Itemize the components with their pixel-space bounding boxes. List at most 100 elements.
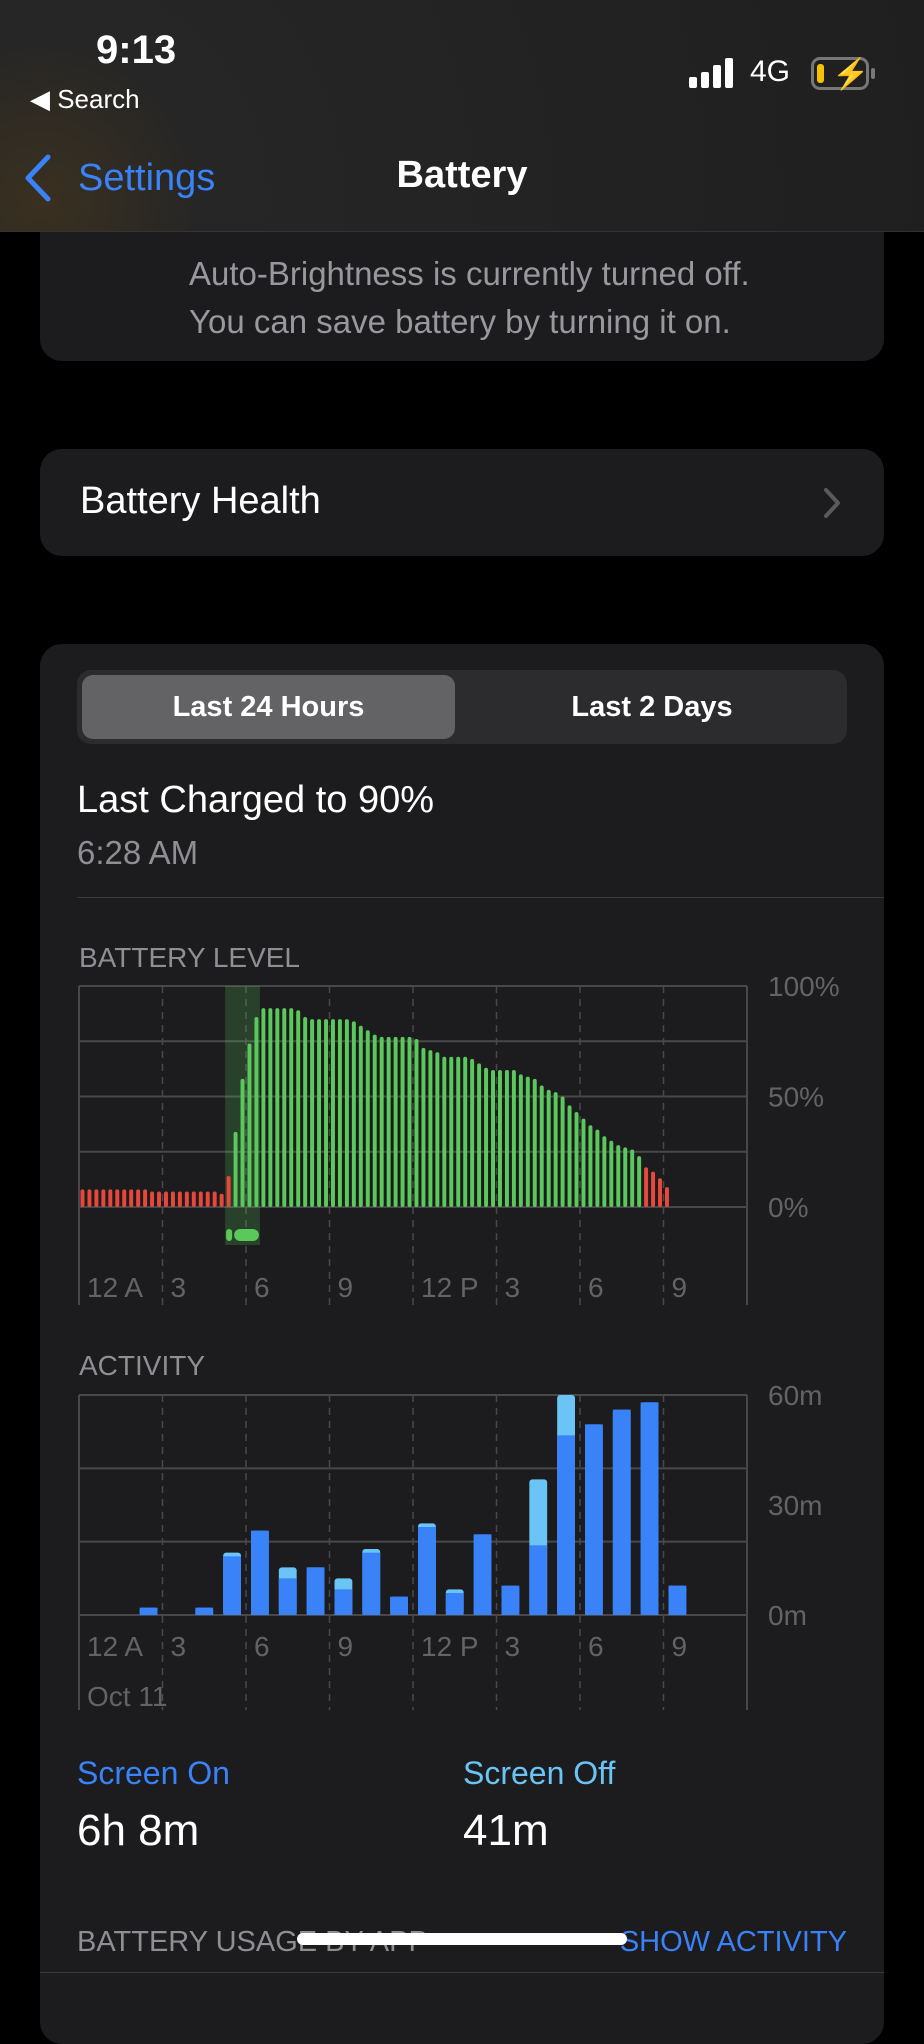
charging-indicator [226, 1229, 233, 1241]
battery-x-tick-label: 9 [338, 1272, 354, 1303]
battery-level-bar [630, 1149, 635, 1207]
battery-level-bar [595, 1129, 600, 1207]
screen-on-bar [251, 1530, 269, 1615]
screen-on-bar [557, 1435, 575, 1615]
screen-on-bar [195, 1607, 214, 1615]
screen-on-bar [306, 1567, 325, 1615]
segment-last-2-days[interactable]: Last 2 Days [571, 691, 733, 723]
battery-level-bar [665, 1187, 669, 1207]
battery-level-bar [198, 1191, 203, 1207]
battery-level-bar [477, 1063, 482, 1207]
battery-level-bar [115, 1189, 120, 1207]
battery-level-bar [94, 1189, 99, 1207]
battery-level-bar [351, 1021, 356, 1207]
battery-level-bar [581, 1118, 586, 1207]
battery-level-bar [560, 1096, 565, 1207]
screen-on-bar [223, 1556, 241, 1615]
battery-level-bar [567, 1105, 572, 1207]
act-x-tick-label: 3 [505, 1631, 521, 1662]
battery-level-bar [498, 1069, 502, 1207]
battery-level-bar [449, 1056, 454, 1207]
screen-on-bar [390, 1596, 408, 1615]
battery-level-bar [588, 1125, 593, 1207]
act-x-tick-label: 3 [171, 1631, 187, 1662]
battery-level-bar [435, 1052, 440, 1207]
battery-level-bar [289, 1008, 294, 1207]
screen-on-bar [418, 1527, 436, 1615]
battery-level-bar [247, 1043, 252, 1207]
battery-level-bar [344, 1019, 349, 1207]
screen-on-bar [278, 1578, 297, 1615]
battery-level-bar [574, 1111, 579, 1207]
battery-level-bar [358, 1025, 363, 1207]
battery-level-bar [324, 1019, 328, 1207]
chevron-left-icon [25, 154, 51, 202]
screen-on-bar [334, 1589, 353, 1615]
divider [77, 897, 884, 898]
battery-level-bar [226, 1176, 231, 1207]
battery-level-bar [317, 1019, 322, 1207]
screen-on-bar [668, 1585, 687, 1615]
battery-usage-card [40, 644, 884, 2044]
act-x-tick-label: 6 [254, 1631, 270, 1662]
battery-level-bar [365, 1030, 370, 1207]
act-y-tick-label: 30m [768, 1490, 822, 1521]
battery-level-bar [421, 1047, 426, 1207]
battery-level-bar [504, 1069, 509, 1207]
battery-level-bar [254, 1016, 259, 1207]
home-indicator[interactable] [297, 1933, 627, 1945]
last-charged-title: Last Charged to 90% [77, 779, 435, 821]
battery-level-bar [651, 1171, 656, 1207]
screen-off-value: 41m [463, 1806, 549, 1855]
battery-level-bar [393, 1036, 398, 1207]
battery-level-bar [442, 1056, 447, 1207]
time-range-segmented-control: Last 24 Hours Last 2 Days [77, 670, 847, 744]
battery-level-bar [546, 1089, 551, 1207]
battery-level-bar [205, 1191, 210, 1207]
bolt-icon: ⚡ [832, 58, 870, 91]
battery-level-bar [87, 1189, 92, 1207]
screen-on-bar [445, 1593, 464, 1615]
battery-x-tick-label: 3 [505, 1272, 521, 1303]
battery-level-bar [212, 1191, 217, 1207]
navigation-bar [0, 0, 924, 232]
battery-level-bar [261, 1008, 266, 1207]
battery-level-bar [101, 1189, 106, 1207]
battery-level-bar [511, 1069, 516, 1207]
battery-y-tick-label: 0% [768, 1192, 808, 1223]
page-title: Battery [396, 154, 528, 196]
screen-on-label: Screen On [77, 1755, 230, 1791]
show-activity-button[interactable]: SHOW ACTIVITY [619, 1926, 847, 1958]
battery-level-bar [268, 1008, 273, 1207]
battery-x-tick-label: 9 [672, 1272, 688, 1303]
battery-level-bar [518, 1074, 523, 1207]
screen-on-bar [362, 1552, 381, 1615]
battery-level-bar [331, 1019, 335, 1207]
screen-on-value: 6h 8m [77, 1806, 200, 1855]
battery-health-row[interactable]: Battery Health [40, 449, 884, 556]
battery-level-bar [491, 1069, 495, 1207]
act-y-tick-label: 60m [768, 1380, 822, 1411]
battery-level-bar [602, 1136, 607, 1207]
divider [40, 1972, 884, 1973]
battery-y-tick-label: 50% [768, 1082, 824, 1113]
battery-level-bar [428, 1050, 433, 1207]
battery-level-bar [637, 1156, 642, 1207]
back-settings-button[interactable]: Settings [20, 152, 215, 204]
act-x-tick-label: 12 P [421, 1631, 479, 1662]
battery-x-tick-label: 6 [254, 1272, 270, 1303]
battery-level-bar [310, 1019, 315, 1207]
segment-selection [82, 675, 455, 739]
act-x-tick-label: 9 [672, 1631, 688, 1662]
screen-on-bar [612, 1409, 631, 1615]
segment-last-24-hours[interactable]: Last 24 Hours [172, 691, 365, 723]
battery-level-bar [136, 1189, 141, 1207]
battery-level-bar [170, 1191, 175, 1207]
battery-level-bar [456, 1056, 461, 1207]
battery-level-bar [150, 1191, 155, 1207]
battery-level-bar [164, 1191, 168, 1207]
back-to-search[interactable]: ◀ Search [30, 84, 140, 114]
screen-on-bar [473, 1534, 492, 1615]
battery-level-bar [184, 1191, 189, 1207]
battery-level-bar [282, 1008, 287, 1207]
